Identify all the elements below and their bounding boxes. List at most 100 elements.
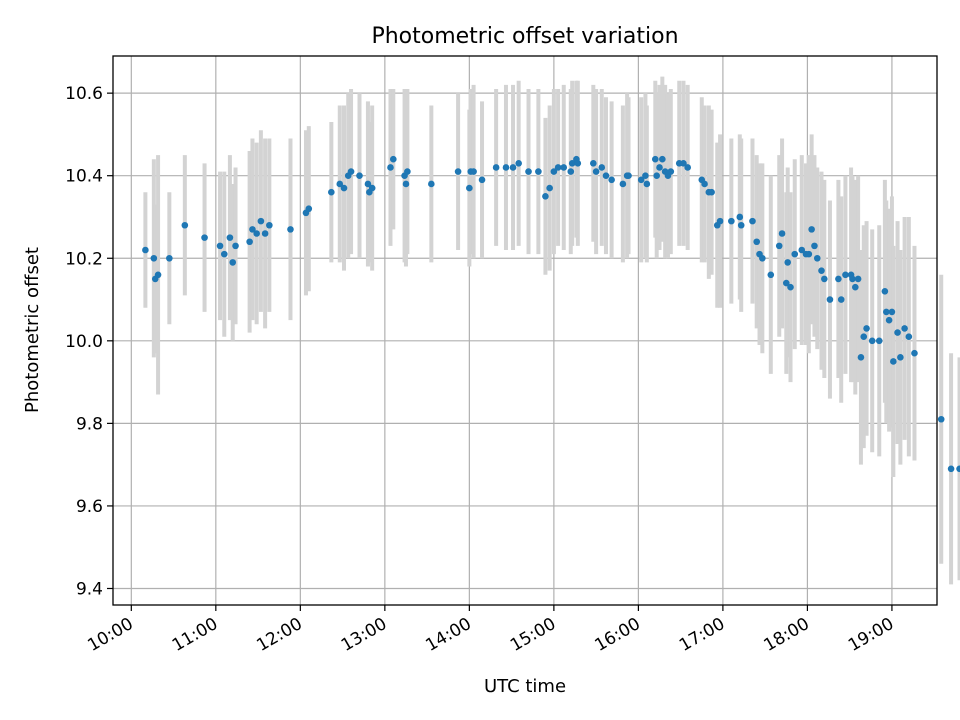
data-point — [502, 164, 510, 171]
data-point — [625, 172, 632, 180]
data-point — [542, 193, 549, 200]
data-point — [875, 337, 883, 345]
data-point — [287, 226, 294, 233]
data-point — [454, 168, 462, 175]
data-point — [336, 180, 344, 188]
y-tick-label: 10.2 — [65, 249, 103, 269]
data-point — [826, 296, 834, 303]
data-point — [787, 283, 794, 291]
data-point — [642, 172, 649, 180]
data-point — [882, 308, 890, 316]
data-point — [868, 337, 876, 345]
data-point — [253, 230, 260, 237]
data-point — [885, 316, 893, 324]
data-point — [728, 217, 735, 225]
data-point — [166, 254, 173, 262]
data-point — [404, 168, 411, 175]
y-tick-label: 10.4 — [65, 167, 103, 187]
data-point — [568, 160, 576, 167]
data-point — [684, 164, 691, 171]
data-point — [805, 250, 813, 258]
data-point — [888, 308, 896, 316]
data-point — [368, 184, 376, 192]
data-point — [775, 242, 783, 250]
x-tick-label: 13:00 — [338, 614, 390, 656]
data-point — [266, 221, 273, 229]
plot-frame — [112, 55, 938, 606]
data-point — [749, 217, 756, 225]
data-point — [232, 242, 239, 250]
data-point — [142, 246, 149, 254]
x-tick-label: 11:00 — [169, 614, 221, 656]
data-point — [680, 160, 687, 167]
data-point — [305, 205, 313, 213]
data-point — [229, 259, 237, 266]
data-point — [328, 188, 335, 196]
data-point — [818, 267, 825, 274]
data-point — [854, 275, 862, 283]
data-point — [637, 176, 645, 184]
data-point — [643, 180, 651, 188]
data-point — [154, 271, 162, 279]
data-point — [753, 238, 761, 246]
data-point — [947, 465, 955, 473]
data-point — [808, 226, 815, 233]
x-tick-label: 10:00 — [84, 614, 136, 656]
x-axis-ticks: 10:00 11:00 12:00 13:00 14:00 15:00 16:00 17:00… — [84, 605, 897, 656]
data-point — [216, 242, 224, 250]
data-point — [881, 287, 889, 295]
data-point — [590, 160, 597, 167]
data-point — [651, 155, 659, 163]
x-tick-label: 17:00 — [676, 614, 728, 656]
data-point — [554, 164, 562, 171]
data-point — [390, 155, 397, 163]
data-point — [509, 164, 517, 171]
x-tick-label: 19:00 — [845, 614, 897, 656]
data-point — [619, 180, 627, 188]
data-point — [901, 325, 908, 332]
data-point — [911, 349, 918, 357]
data-point — [387, 164, 394, 171]
data-point — [598, 164, 606, 171]
data-point — [849, 275, 856, 283]
data-point — [791, 250, 799, 258]
y-axis-label: Photometric offset — [22, 247, 43, 413]
data-point — [842, 271, 849, 279]
data-point — [246, 238, 253, 246]
data-point — [525, 168, 532, 175]
x-tick-label: 12:00 — [253, 614, 305, 656]
data-point — [356, 172, 363, 180]
data-point — [759, 254, 766, 262]
data-point — [894, 329, 901, 336]
data-point — [956, 465, 960, 473]
data-point — [897, 354, 904, 361]
data-point — [201, 234, 208, 241]
data-point — [905, 333, 913, 340]
y-tick-label: 9.8 — [76, 414, 103, 434]
data-point — [837, 296, 845, 303]
data-point — [863, 325, 870, 332]
data-point — [428, 180, 435, 188]
data-point — [249, 226, 256, 233]
data-point — [181, 221, 189, 229]
data-point — [784, 259, 791, 266]
y-tick-label: 9.4 — [76, 579, 103, 599]
y-tick-label: 9.6 — [76, 497, 103, 517]
data-point — [716, 217, 724, 225]
data-point — [220, 250, 228, 258]
data-point — [550, 168, 558, 175]
y-tick-label: 10.6 — [65, 84, 103, 104]
data-point — [402, 180, 410, 188]
data-point — [347, 168, 355, 175]
data-point — [890, 358, 897, 365]
data-point — [257, 217, 265, 225]
data-point — [608, 176, 615, 184]
y-axis-ticks: 9.4 9.6 9.8 10.0 10.2 10.4 10.6 — [65, 84, 113, 599]
data-point — [701, 180, 708, 188]
data-point — [937, 415, 945, 423]
data-point — [667, 168, 675, 175]
data-point — [737, 221, 745, 229]
data-point — [567, 168, 575, 175]
data-point — [852, 283, 859, 291]
